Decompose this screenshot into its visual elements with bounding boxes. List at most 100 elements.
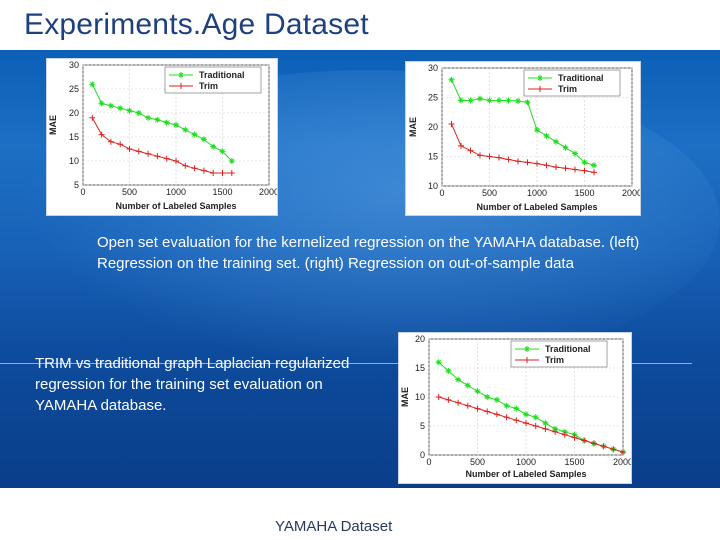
- data-point-traditional: [89, 81, 96, 88]
- y-tick-label: 30: [69, 60, 79, 70]
- caption-top: Open set evaluation for the kernelized r…: [97, 234, 640, 272]
- y-tick-label: 15: [428, 152, 438, 162]
- legend-label-traditional: Traditional: [545, 344, 591, 354]
- y-axis-label: MAE: [400, 387, 410, 407]
- legend-label-trim: Trim: [199, 81, 218, 91]
- y-axis-label: MAE: [48, 115, 58, 135]
- data-point-trim: [571, 434, 578, 441]
- slide-title: Experiments.Age Dataset: [24, 8, 369, 41]
- data-point-trim: [620, 449, 626, 456]
- data-point-traditional: [126, 107, 133, 114]
- content-band: 5 10 15 20 25 30 0 500 1000 1500 2000 Number of Lab…: [0, 50, 720, 488]
- y-tick-label: 25: [428, 93, 438, 103]
- x-tick-label: 0: [80, 187, 85, 197]
- data-point-traditional: [503, 402, 510, 409]
- data-point-traditional: [107, 102, 114, 109]
- data-point-traditional: [513, 405, 520, 412]
- data-point-trim: [135, 148, 142, 155]
- data-point-trim: [145, 150, 152, 157]
- data-point-trim: [474, 405, 481, 412]
- x-tick-label: 500: [122, 187, 137, 197]
- x-tick-label: 2000: [622, 188, 640, 198]
- data-point-trim: [496, 154, 502, 161]
- data-point-trim: [561, 431, 568, 438]
- data-point-traditional: [515, 98, 521, 105]
- data-point-traditional: [572, 150, 578, 157]
- data-point-trim: [534, 160, 540, 167]
- data-point-trim: [513, 417, 520, 424]
- data-point-traditional: [581, 159, 588, 166]
- chart-right: 10 15 20 25 30 0 500 1000 1500 2000 Number of Labe…: [405, 61, 641, 216]
- y-tick-label: 15: [415, 363, 425, 373]
- x-tick-label: 1500: [574, 188, 594, 198]
- legend-marker-trim: [537, 86, 543, 92]
- data-point-traditional: [562, 144, 569, 151]
- data-point-traditional: [591, 162, 597, 169]
- data-point-trim: [467, 147, 474, 154]
- y-tick-label: 25: [69, 84, 79, 94]
- data-point-trim: [581, 167, 588, 174]
- chart-left-plot: 5 10 15 20 25 30 0 500 1000 1500 2000 Number of Lab…: [48, 60, 277, 211]
- data-point-trim: [523, 420, 529, 427]
- data-point-traditional: [135, 110, 142, 116]
- data-point-traditional: [154, 116, 161, 123]
- legend-marker-trim: [178, 83, 184, 89]
- data-point-traditional: [524, 99, 531, 106]
- divider: [0, 363, 692, 364]
- data-point-trim: [484, 408, 491, 415]
- data-point-traditional: [532, 414, 539, 421]
- data-point-traditional: [523, 411, 529, 418]
- caption-bottom: TRIM vs traditional graph Laplacian regu…: [35, 355, 350, 414]
- data-point-trim: [503, 414, 510, 421]
- legend-box: [164, 66, 262, 94]
- data-point-trim: [562, 165, 569, 172]
- legend-label-trim: Trim: [558, 84, 577, 94]
- y-tick-label: 5: [420, 421, 425, 431]
- x-tick-label: 1000: [527, 188, 547, 198]
- data-point-trim: [182, 162, 189, 169]
- data-point-trim: [524, 159, 531, 166]
- data-point-trim: [542, 425, 549, 432]
- y-tick-label: 10: [415, 392, 425, 402]
- legend-label-traditional: Traditional: [199, 70, 245, 80]
- data-point-traditional: [458, 97, 464, 104]
- data-point-traditional: [464, 382, 471, 389]
- data-point-trim: [435, 394, 442, 400]
- data-point-traditional: [448, 76, 455, 83]
- data-point-traditional: [98, 100, 105, 107]
- data-point-traditional: [117, 105, 124, 112]
- x-tick-label: 1500: [564, 457, 584, 467]
- data-point-trim: [458, 142, 464, 149]
- data-point-trim: [477, 152, 483, 159]
- data-point-traditional: [173, 122, 179, 128]
- x-tick-label: 2000: [259, 187, 277, 197]
- y-tick-label: 10: [428, 181, 438, 191]
- x-tick-label: 1000: [516, 457, 536, 467]
- series-line-trim: [451, 123, 595, 173]
- data-point-trim: [219, 170, 226, 176]
- data-point-trim: [445, 396, 452, 403]
- data-point-traditional: [486, 97, 493, 104]
- data-point-trim: [486, 153, 493, 160]
- data-point-traditional: [553, 138, 559, 145]
- data-point-traditional: [542, 420, 549, 427]
- data-point-trim: [505, 156, 512, 163]
- data-point-trim: [455, 399, 462, 406]
- data-point-trim: [493, 411, 500, 418]
- data-point-traditional: [228, 158, 235, 164]
- data-point-trim: [163, 155, 170, 162]
- data-point-trim: [228, 170, 235, 176]
- data-point-traditional: [219, 148, 226, 155]
- data-point-trim: [543, 162, 550, 169]
- data-point-trim: [448, 121, 455, 128]
- data-point-trim: [581, 437, 588, 444]
- data-point-traditional: [474, 388, 481, 395]
- data-point-trim: [610, 446, 617, 453]
- x-tick-label: 1000: [166, 187, 186, 197]
- data-point-traditional: [543, 132, 550, 139]
- footer-label: YAMAHA Dataset: [275, 518, 393, 535]
- legend-marker-traditional: [524, 346, 530, 352]
- y-tick-label: 20: [428, 122, 438, 132]
